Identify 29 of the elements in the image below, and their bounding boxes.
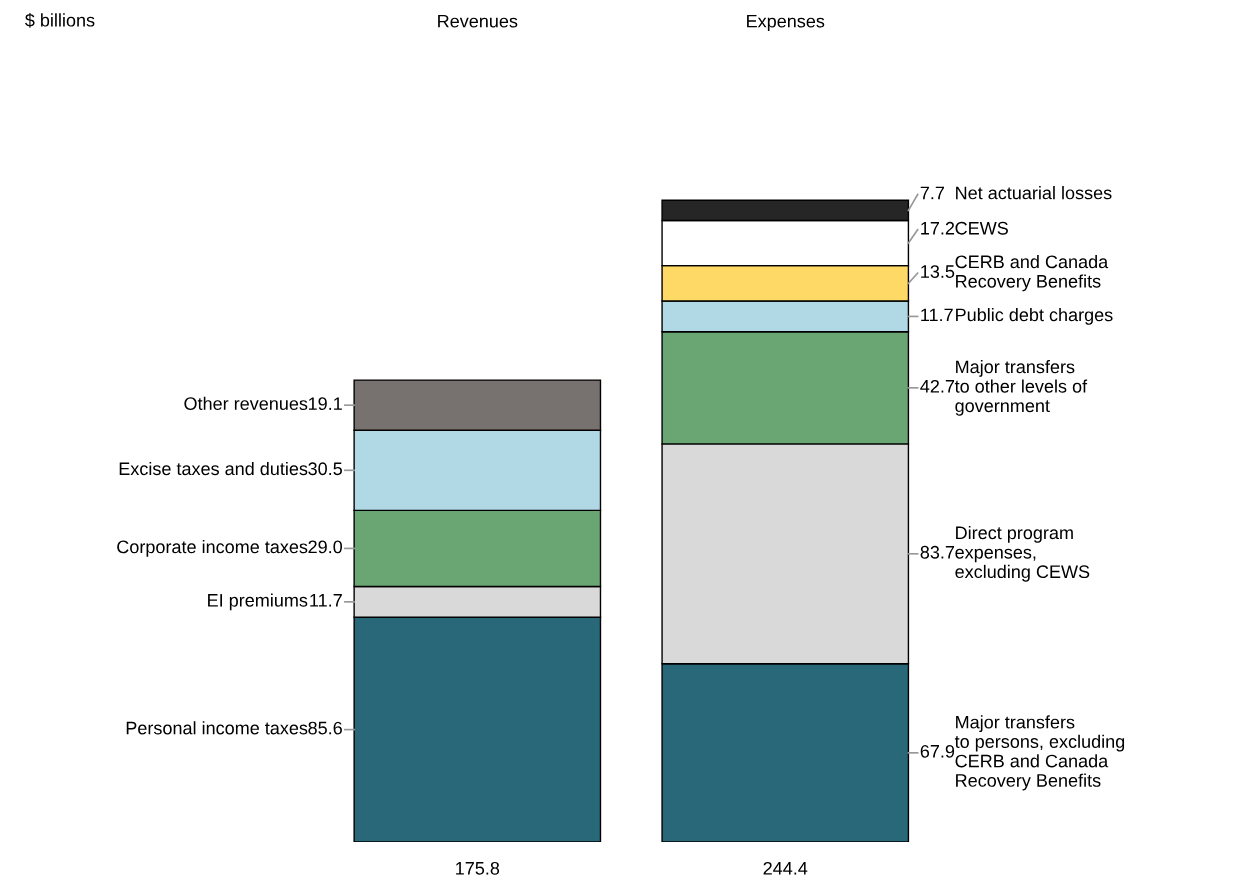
data-label: 42.7 bbox=[920, 379, 955, 393]
x-tick-label: Expenses bbox=[747, 14, 825, 32]
data-label: 13.5 bbox=[921, 265, 955, 278]
data-label: 67.9 bbox=[920, 744, 955, 758]
total-label: 175.8 bbox=[456, 861, 500, 875]
total-label: 244.4 bbox=[763, 861, 808, 875]
data-label: 29.0 bbox=[308, 540, 343, 554]
data-label: 85.6 bbox=[308, 721, 342, 735]
text: Corporate income taxes bbox=[117, 540, 308, 557]
data-label: 83.7 bbox=[920, 545, 955, 559]
data-label: 7.7 bbox=[920, 186, 945, 200]
text: Major transfers to other levels of government bbox=[954, 359, 1088, 416]
data-label: 30.5 bbox=[308, 462, 342, 476]
text: Excise taxes and duties bbox=[119, 461, 308, 476]
text: Other revenues bbox=[184, 396, 308, 411]
text: Personal income taxes bbox=[126, 721, 308, 735]
x-tick-label: Revenues bbox=[438, 14, 518, 28]
data-label: 11.7 bbox=[310, 594, 342, 607]
data-label: 19.1 bbox=[308, 397, 342, 411]
text: $ billions bbox=[25, 13, 95, 28]
text: Net actuarial losses bbox=[956, 186, 1112, 200]
text: EI premiums bbox=[208, 593, 308, 611]
data-label: 17.2 bbox=[921, 221, 955, 235]
text: Direct program expenses, excluding CEWS bbox=[955, 525, 1090, 582]
data-label: 11.7 bbox=[921, 308, 953, 322]
text: CERB and Canada Recovery Benefits bbox=[955, 254, 1109, 292]
text: Major transfers to persons, excluding CERB and Canada Recovery Benefits bbox=[954, 715, 1125, 791]
text: CEWS bbox=[955, 221, 1008, 235]
text: Public debt charges bbox=[956, 308, 1113, 325]
